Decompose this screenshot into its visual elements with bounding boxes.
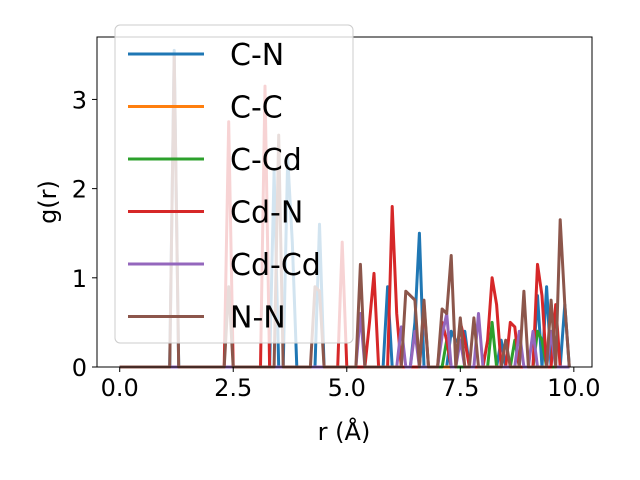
legend-label-cd-cd: Cd-Cd [230,248,321,283]
y-tick-label: 0 [72,354,87,382]
x-tick-label: 2.5 [214,374,252,402]
legend-label-c-cd: C-Cd [230,143,302,178]
x-tick-label: 7.5 [441,374,479,402]
legend-label-c-c: C-C [230,91,283,126]
x-tick-label: 0.0 [101,374,139,402]
y-axis-label: g(r) [34,180,62,224]
x-tick-label: 10.0 [547,374,600,402]
legend-label-cd-n: Cd-N [230,196,303,231]
y-tick-label: 1 [72,265,87,293]
y-tick-label: 2 [72,176,87,204]
y-tick-label: 3 [72,86,87,114]
x-ticks: 0.0 2.5 5.0 7.5 10.0 [101,367,601,402]
legend-label-n-n: N-N [230,301,286,336]
y-ticks: 0 1 2 3 [72,86,97,382]
legend-label-c-n: C-N [230,38,284,73]
x-tick-label: 5.0 [328,374,366,402]
x-axis-label: r (Å) [318,417,371,446]
legend: C-N C-C C-Cd Cd-N Cd-Cd N-N [114,24,354,344]
